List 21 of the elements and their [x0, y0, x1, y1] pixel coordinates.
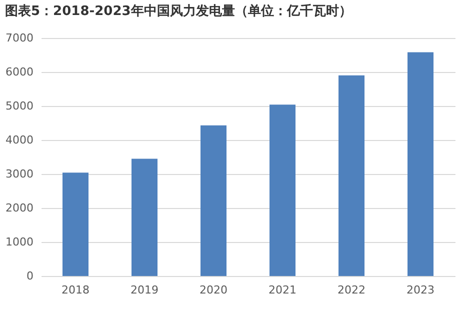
- bar: [408, 52, 434, 276]
- x-tick-label: 2022: [338, 284, 366, 296]
- y-tick-label: 4000: [6, 134, 34, 146]
- bar: [270, 104, 296, 276]
- x-tick-label: 2018: [62, 284, 90, 296]
- x-tick-label: 2020: [200, 284, 228, 296]
- x-tick-label: 2023: [406, 284, 434, 296]
- bar: [62, 172, 88, 276]
- x-tick-label: 2021: [268, 284, 296, 296]
- chart-title: 图表5：2018-2023年中国风力发电量（单位：亿千瓦时）: [5, 3, 352, 19]
- bar: [200, 125, 226, 276]
- y-tick-label: 2000: [6, 202, 34, 214]
- y-tick-label: 3000: [6, 168, 34, 180]
- bar: [338, 75, 364, 276]
- y-tick-label: 1000: [6, 236, 34, 248]
- y-tick-label: 5000: [6, 100, 34, 112]
- x-tick-label: 2019: [130, 284, 158, 296]
- y-tick-label: 6000: [6, 66, 34, 78]
- y-tick-label: 0: [26, 270, 34, 282]
- bar: [132, 158, 158, 276]
- y-tick-label: 7000: [6, 32, 34, 44]
